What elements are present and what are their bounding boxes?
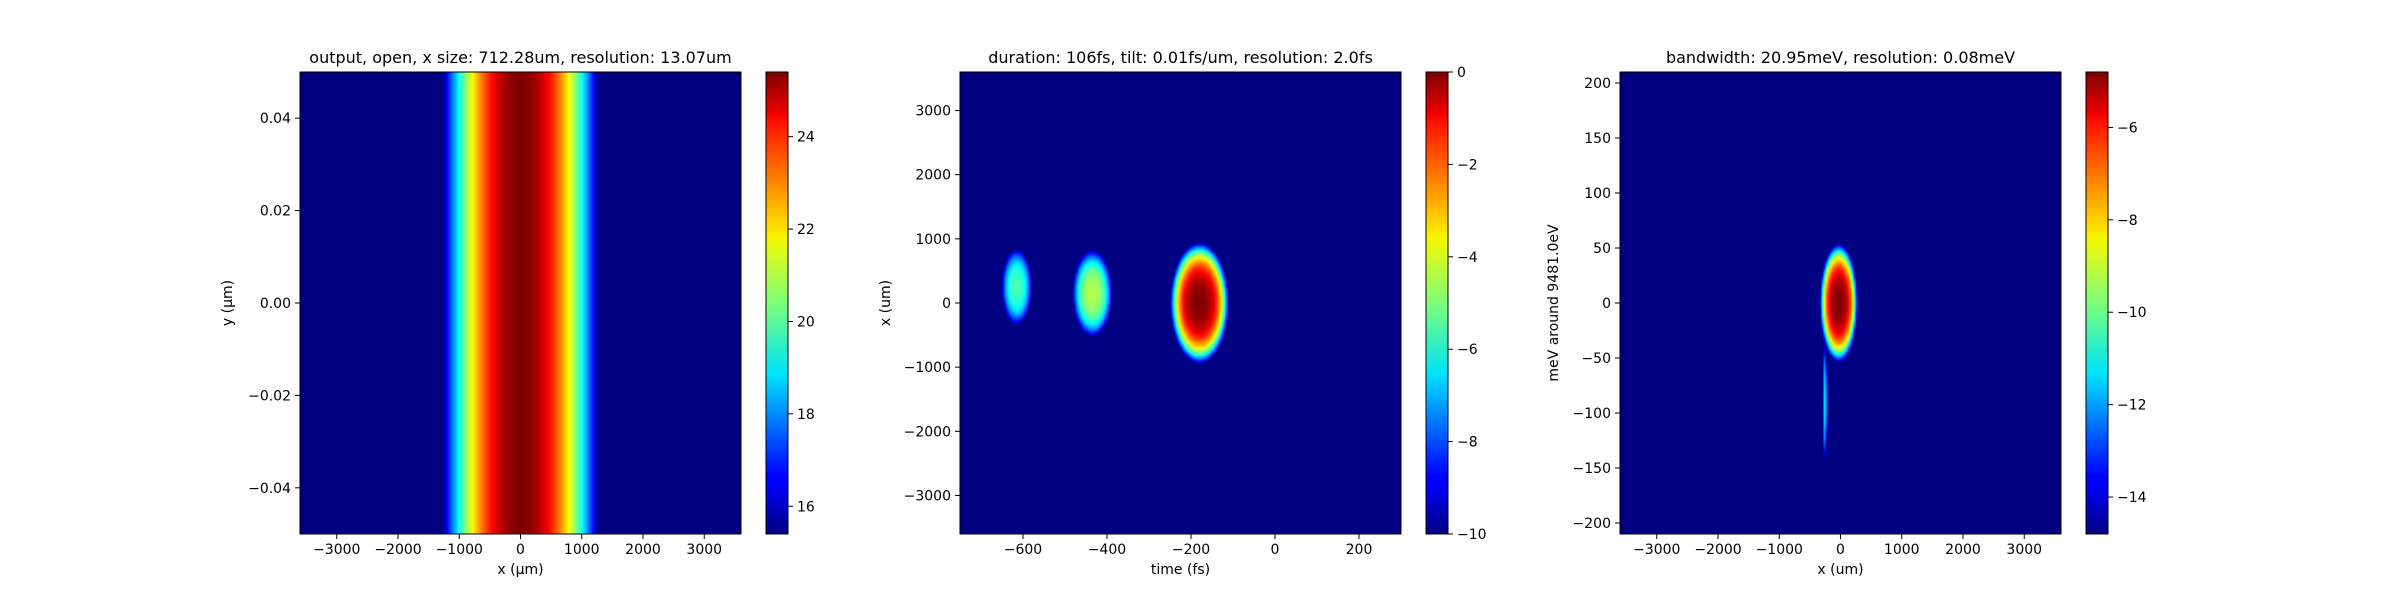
y-tick-label: 200 — [1584, 76, 1611, 92]
x-tick-label: −3000 — [1633, 542, 1680, 558]
colorbar-tick-label: 24 — [797, 130, 815, 146]
colorbar-tick-label: 0 — [1457, 65, 1466, 81]
heatmap-image — [1620, 72, 2061, 534]
y-tick-label: 1000 — [915, 232, 951, 248]
colorbar-tick-label: −8 — [1457, 435, 1478, 451]
colorbar-tick-label: −4 — [1457, 250, 1478, 266]
x-axis-label: x (μm) — [497, 562, 543, 578]
y-tick-label: 3000 — [915, 104, 951, 120]
y-tick-label: 100 — [1584, 186, 1611, 202]
x-tick-label: −1000 — [1756, 542, 1803, 558]
heatmap-image — [960, 72, 1401, 534]
x-tick-label: 2000 — [1945, 542, 1981, 558]
colorbar-tick-label: −12 — [2117, 398, 2147, 414]
colorbar — [765, 71, 789, 535]
y-tick-label: 0.02 — [260, 204, 291, 220]
y-axis-label: meV around 9481.0eV — [1546, 224, 1562, 382]
colorbar — [1425, 71, 1449, 535]
x-tick-label: 3000 — [686, 542, 722, 558]
colorbar-tick-label: −2 — [1457, 157, 1478, 173]
chart-title: output, open, x size: 712.28um, resoluti… — [309, 48, 731, 67]
x-tick-label: 200 — [1346, 542, 1373, 558]
colorbar — [2085, 71, 2109, 535]
x-tick-label: −1000 — [436, 542, 483, 558]
y-tick-label: 0.04 — [260, 111, 291, 127]
x-tick-label: −2000 — [1694, 542, 1741, 558]
chart-panel-1: output, open, x size: 712.28um, resoluti… — [220, 48, 815, 578]
colorbar-tick-label: 22 — [797, 222, 815, 238]
colorbar-tick-label: −14 — [2117, 490, 2147, 506]
x-tick-label: 3000 — [2006, 542, 2042, 558]
x-axis-label: time (fs) — [1151, 562, 1210, 578]
y-tick-label: −3000 — [904, 489, 951, 505]
chart-panel-3: bandwidth: 20.95meV, resolution: 0.08meV… — [1546, 48, 2147, 578]
x-tick-label: 2000 — [625, 542, 661, 558]
colorbar-tick-label: −10 — [1457, 527, 1487, 543]
y-tick-label: 0 — [1602, 296, 1611, 312]
chart-title: bandwidth: 20.95meV, resolution: 0.08meV — [1666, 48, 2015, 67]
colorbar-tick-label: −10 — [2117, 305, 2147, 321]
y-tick-label: 0.00 — [260, 296, 291, 312]
y-tick-label: −50 — [1581, 351, 1611, 367]
x-tick-label: −2000 — [374, 542, 421, 558]
y-tick-label: −200 — [1573, 516, 1611, 532]
x-tick-label: −200 — [1172, 542, 1210, 558]
x-tick-label: −3000 — [313, 542, 360, 558]
y-tick-label: −150 — [1573, 461, 1611, 477]
x-tick-label: −600 — [1004, 542, 1042, 558]
chart-panel-2: duration: 106fs, tilt: 0.01fs/um, resolu… — [878, 48, 1487, 578]
chart-title: duration: 106fs, tilt: 0.01fs/um, resolu… — [988, 48, 1373, 67]
colorbar-tick-label: −6 — [1457, 342, 1478, 358]
x-tick-label: 1000 — [564, 542, 600, 558]
x-tick-label: 0 — [516, 542, 525, 558]
colorbar-tick-label: −8 — [2117, 213, 2138, 229]
colorbar-tick-label: 16 — [797, 499, 815, 515]
y-tick-label: 0 — [942, 296, 951, 312]
y-tick-label: 50 — [1593, 241, 1611, 257]
y-tick-label: 150 — [1584, 131, 1611, 147]
y-tick-label: −2000 — [904, 424, 951, 440]
y-axis-label: x (um) — [878, 280, 894, 326]
x-tick-label: 1000 — [1884, 542, 1920, 558]
heatmap-image — [300, 72, 741, 534]
y-tick-label: −100 — [1573, 406, 1611, 422]
colorbar-tick-label: 18 — [797, 407, 815, 423]
y-tick-label: −1000 — [904, 360, 951, 376]
y-axis-label: y (μm) — [220, 280, 236, 326]
colorbar-tick-label: 20 — [797, 314, 815, 330]
x-axis-label: x (um) — [1817, 562, 1863, 578]
x-tick-label: −400 — [1088, 542, 1126, 558]
y-tick-label: 2000 — [915, 168, 951, 184]
x-tick-label: 0 — [1836, 542, 1845, 558]
y-tick-label: −0.02 — [248, 388, 291, 404]
colorbar-tick-label: −6 — [2117, 120, 2138, 136]
y-tick-label: −0.04 — [248, 481, 291, 497]
x-tick-label: 0 — [1271, 542, 1280, 558]
